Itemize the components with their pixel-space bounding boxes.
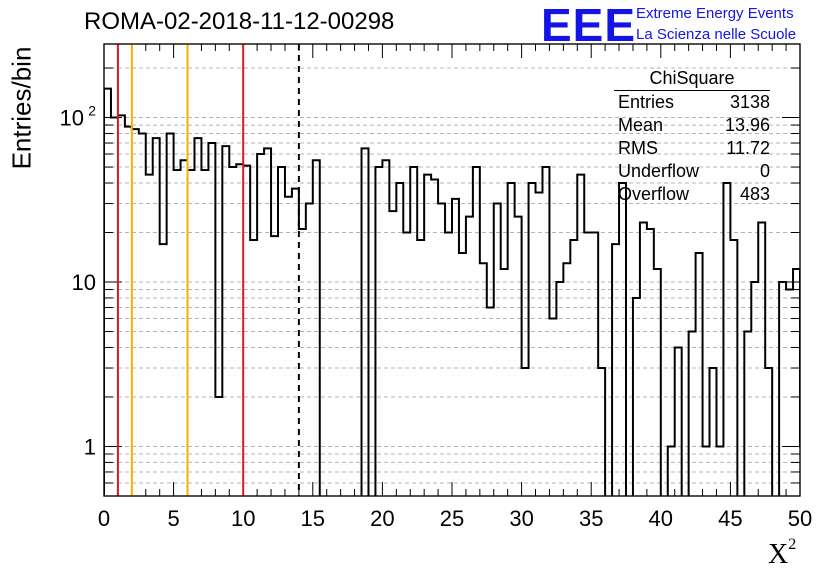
logo-caption-line1: Extreme Energy Events	[636, 5, 794, 22]
x-tick-label: 50	[788, 506, 812, 531]
stats-value: 13.96	[724, 115, 770, 135]
stats-label: Underflow	[618, 161, 700, 181]
stats-row-rms: RMS 11.72	[608, 137, 776, 160]
x-tick-label: 40	[649, 506, 673, 531]
eee-logo: EEE	[541, 0, 637, 51]
logo-caption-line2: La Scienza nelle Scuole	[636, 26, 797, 43]
stats-box-title: ChiSquare	[614, 66, 770, 91]
x-tick-label: 25	[440, 506, 464, 531]
logo-caption: Extreme Energy Events La Scienza nelle S…	[636, 3, 796, 45]
y-axis-label: Entries/bin	[6, 46, 37, 170]
x-tick-label: 10	[231, 506, 255, 531]
x-tick-label: 35	[579, 506, 603, 531]
stats-box: ChiSquare Entries 3138 Mean 13.96 RMS 11.72…	[608, 66, 776, 206]
stats-row-mean: Mean 13.96	[608, 114, 776, 137]
x-tick-label: 45	[718, 506, 742, 531]
stats-label: Entries	[618, 92, 675, 112]
stats-row-overflow: Overflow 483	[608, 183, 776, 206]
chart-title: ROMA-02-2018-11-12-00298	[84, 8, 395, 35]
y-tick-label: 10	[72, 270, 96, 295]
stats-value: 0	[759, 161, 770, 181]
x-tick-label: 15	[301, 506, 325, 531]
y-tick-label-exponent: 2	[88, 103, 96, 119]
stats-label: Mean	[618, 115, 664, 135]
stats-value: 3138	[729, 92, 770, 112]
stats-row-entries: Entries 3138	[608, 91, 776, 114]
stats-value: 11.72	[726, 138, 770, 158]
stats-label: RMS	[618, 138, 658, 158]
plot-frame-top	[103, 43, 801, 497]
x-axis-label: X2	[768, 536, 796, 571]
y-tick-label: 1	[84, 434, 96, 459]
x-axis-label-superscript: 2	[788, 536, 797, 553]
histogram-outline	[104, 87, 800, 496]
x-tick-label: 5	[167, 506, 179, 531]
x-tick-label: 20	[370, 506, 394, 531]
stats-value: 483	[739, 184, 770, 204]
stats-label: Overflow	[618, 184, 690, 204]
stats-row-underflow: Underflow 0	[608, 160, 776, 183]
x-tick-label: 0	[98, 506, 110, 531]
x-tick-label: 30	[509, 506, 533, 531]
y-tick-label: 10	[60, 106, 84, 131]
x-axis-label-text: X	[768, 539, 789, 570]
